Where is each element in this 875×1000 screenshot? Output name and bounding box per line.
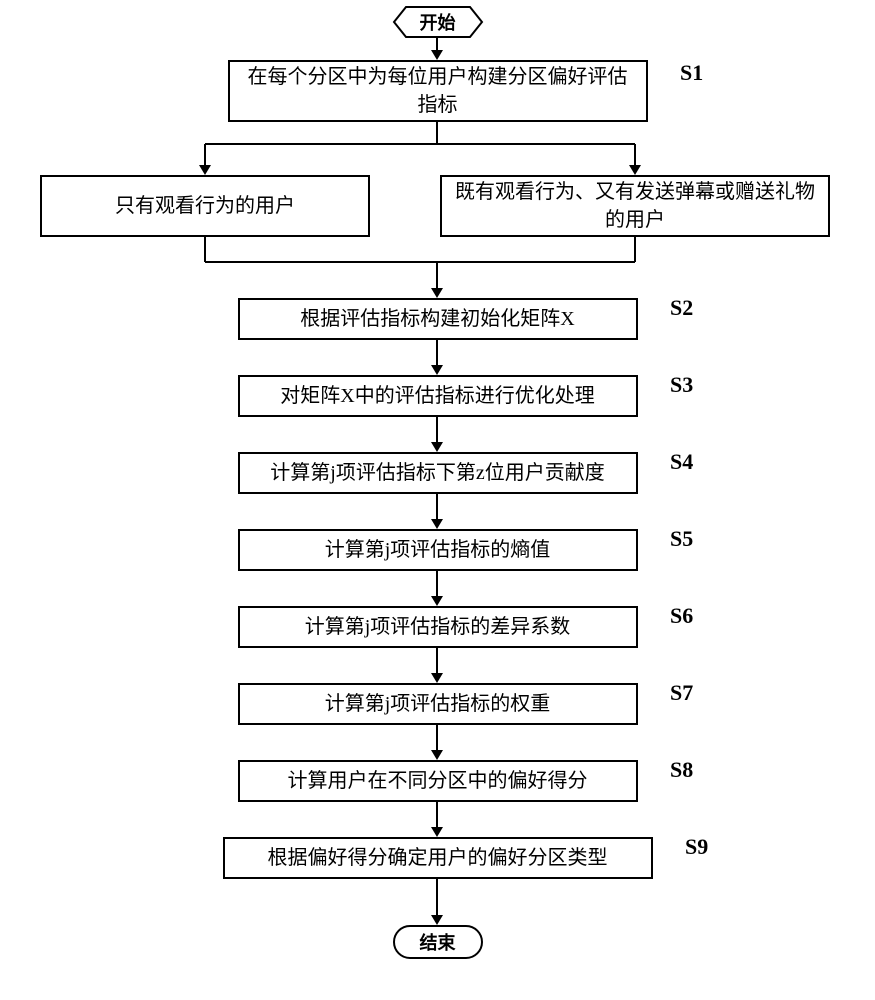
s6-text: 计算第j项评估指标的差异系数 bbox=[305, 613, 571, 641]
arrow-s4-s5 bbox=[431, 494, 443, 529]
end-text: 结束 bbox=[420, 929, 456, 955]
branch-right-box: 既有观看行为、又有发送弹幕或赠送礼物的用户 bbox=[440, 175, 830, 237]
arrow-s3-s4 bbox=[431, 417, 443, 452]
end-node: 结束 bbox=[393, 925, 483, 959]
s8-box: 计算用户在不同分区中的偏好得分 bbox=[238, 760, 638, 802]
s1-label: S1 bbox=[680, 60, 703, 86]
start-text: 开始 bbox=[420, 9, 456, 35]
arrow-s5-s6 bbox=[431, 571, 443, 606]
s4-label: S4 bbox=[670, 449, 693, 475]
flowchart-container: 开始 在每个分区中为每位用户构建分区偏好评估指标 S1 只有观看行为的用户 既有… bbox=[0, 0, 875, 1000]
s4-text: 计算第j项评估指标下第z位用户贡献度 bbox=[270, 459, 604, 487]
s3-text: 对矩阵X中的评估指标进行优化处理 bbox=[280, 382, 594, 410]
arrow-s2-s3 bbox=[431, 340, 443, 375]
s7-label: S7 bbox=[670, 680, 693, 706]
arrow-s7-s8 bbox=[431, 725, 443, 760]
s6-label: S6 bbox=[670, 603, 693, 629]
branch-left-box: 只有观看行为的用户 bbox=[40, 175, 370, 237]
split-connector bbox=[0, 122, 875, 177]
s5-box: 计算第j项评估指标的熵值 bbox=[238, 529, 638, 571]
s9-text: 根据偏好得分确定用户的偏好分区类型 bbox=[268, 844, 608, 872]
s5-text: 计算第j项评估指标的熵值 bbox=[325, 536, 551, 564]
s3-label: S3 bbox=[670, 372, 693, 398]
s2-box: 根据评估指标构建初始化矩阵X bbox=[238, 298, 638, 340]
s3-box: 对矩阵X中的评估指标进行优化处理 bbox=[238, 375, 638, 417]
start-node: 开始 bbox=[392, 5, 484, 39]
s1-box: 在每个分区中为每位用户构建分区偏好评估指标 bbox=[228, 60, 648, 122]
s9-box: 根据偏好得分确定用户的偏好分区类型 bbox=[223, 837, 653, 879]
branch-left-text: 只有观看行为的用户 bbox=[115, 192, 295, 220]
s2-label: S2 bbox=[670, 295, 693, 321]
s7-text: 计算第j项评估指标的权重 bbox=[325, 690, 551, 718]
s4-box: 计算第j项评估指标下第z位用户贡献度 bbox=[238, 452, 638, 494]
merge-connector bbox=[0, 237, 875, 299]
s8-text: 计算用户在不同分区中的偏好得分 bbox=[288, 767, 588, 795]
s6-box: 计算第j项评估指标的差异系数 bbox=[238, 606, 638, 648]
arrow-s8-s9 bbox=[431, 802, 443, 837]
arrow-s9-end bbox=[431, 879, 443, 925]
branch-right-text: 既有观看行为、又有发送弹幕或赠送礼物的用户 bbox=[452, 178, 818, 234]
s5-label: S5 bbox=[670, 526, 693, 552]
arrow-s6-s7 bbox=[431, 648, 443, 683]
s8-label: S8 bbox=[670, 757, 693, 783]
arrow-start-s1 bbox=[431, 38, 443, 60]
s9-label: S9 bbox=[685, 834, 708, 860]
s1-text: 在每个分区中为每位用户构建分区偏好评估指标 bbox=[240, 63, 636, 119]
s2-text: 根据评估指标构建初始化矩阵X bbox=[300, 305, 574, 333]
s7-box: 计算第j项评估指标的权重 bbox=[238, 683, 638, 725]
